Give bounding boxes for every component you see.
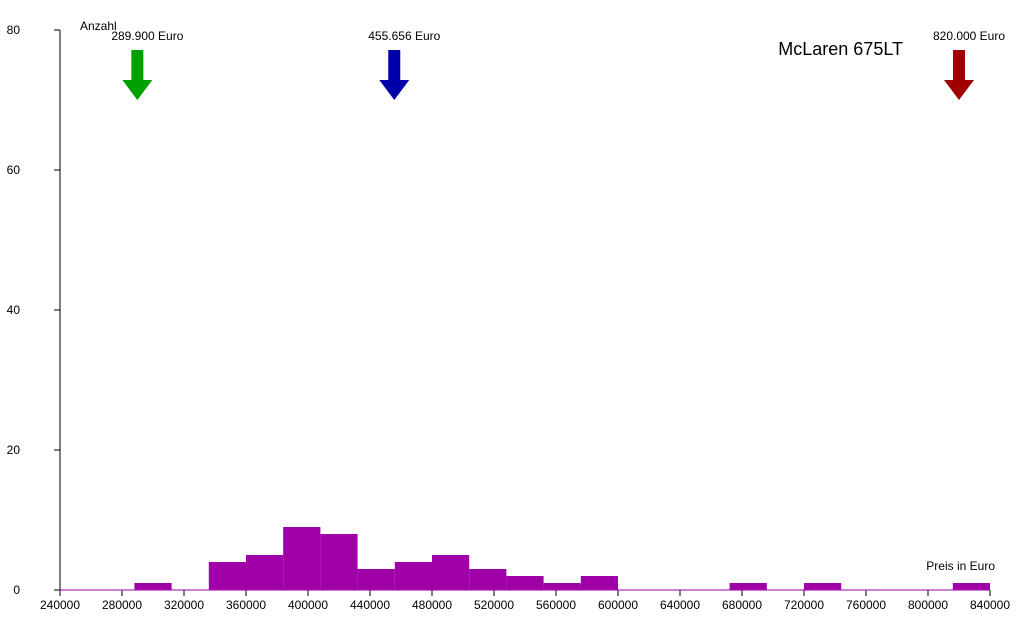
price-label: 820.000 Euro [933,29,1005,43]
bar [543,583,581,590]
price-arrow [379,50,410,100]
x-tick-label: 280000 [102,598,142,612]
y-tick-label: 60 [7,163,21,177]
x-tick-label: 480000 [412,598,452,612]
bar [246,555,284,590]
x-tick-label: 840000 [970,598,1010,612]
x-tick-label: 400000 [288,598,328,612]
bar [394,562,432,590]
bar [357,569,395,590]
y-tick-label: 80 [7,23,21,37]
x-tick-label: 360000 [226,598,266,612]
y-tick-label: 40 [7,303,21,317]
x-tick-label: 800000 [908,598,948,612]
bar [283,527,321,590]
price-arrow [122,50,153,100]
y-axis-label: Anzahl [80,19,117,33]
chart-title: McLaren 675LT [778,39,903,59]
bar [952,583,990,590]
x-tick-label: 640000 [660,598,700,612]
bar [134,583,172,590]
x-tick-label: 560000 [536,598,576,612]
x-tick-label: 760000 [846,598,886,612]
x-tick-label: 320000 [164,598,204,612]
price-label: 455.656 Euro [368,29,440,43]
bar [432,555,470,590]
x-tick-label: 440000 [350,598,390,612]
price-label: 289.900 Euro [111,29,183,43]
price-arrow [944,50,974,100]
x-tick-label: 720000 [784,598,824,612]
x-tick-label: 240000 [40,598,80,612]
bar [729,583,767,590]
bar [580,576,618,590]
bar [208,562,246,590]
bar [469,569,507,590]
y-tick-label: 0 [13,583,20,597]
bar [804,583,842,590]
bar [506,576,544,590]
x-tick-label: 520000 [474,598,514,612]
y-tick-label: 20 [7,443,21,457]
x-tick-label: 600000 [598,598,638,612]
x-tick-label: 680000 [722,598,762,612]
bar [320,534,358,590]
x-axis-label: Preis in Euro [926,559,995,573]
